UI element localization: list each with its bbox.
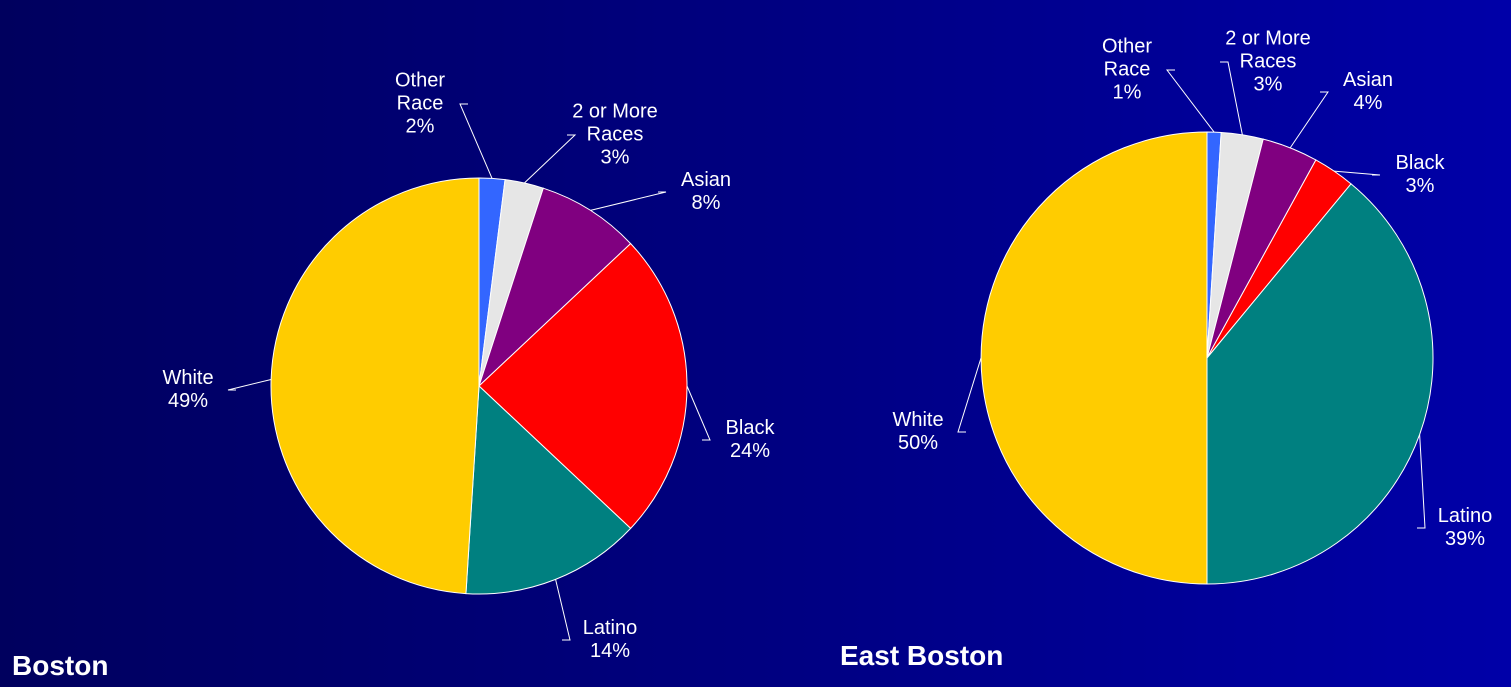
leader-line (227, 378, 272, 391)
leader-line (957, 357, 982, 433)
leader-line (524, 134, 577, 184)
leader-line (555, 579, 571, 641)
value-label: 3% (1405, 175, 1435, 197)
data-label: Other Race 2% (372, 70, 468, 139)
value-label: 14% (589, 640, 631, 662)
leader-line (1220, 61, 1243, 135)
leader-line (590, 191, 667, 211)
data-label: Black 24% (726, 417, 775, 463)
value-label: 24% (729, 440, 771, 462)
value-label: 1% (1112, 81, 1142, 104)
chart-title: Boston (12, 650, 109, 681)
leader-line (1289, 91, 1329, 149)
value-label: 3% (1253, 73, 1283, 96)
value-label: 39% (1444, 528, 1486, 550)
data-label: Asian 8% (681, 169, 731, 215)
category-label: 2 or More Races (1225, 27, 1311, 73)
value-label: 8% (691, 192, 721, 214)
leader-line (1333, 170, 1381, 176)
value-label: 50% (897, 432, 939, 454)
data-label: 2 or More Races 3% (1220, 28, 1316, 97)
category-label: Black (1395, 152, 1445, 174)
category-label: White (892, 409, 944, 431)
leader-line (1417, 434, 1426, 529)
category-label: Other Race (1101, 35, 1153, 81)
value-label: 2% (405, 115, 435, 138)
data-label: Black 3% (1396, 152, 1445, 198)
category-label: White (162, 367, 214, 389)
value-label: 49% (167, 390, 209, 412)
category-label: Black (725, 417, 775, 439)
pie-slice (270, 177, 480, 595)
category-label: 2 or More Races (572, 100, 658, 146)
pie-slice (980, 131, 1208, 585)
pie-slice (478, 187, 632, 387)
pie-slice (1206, 183, 1434, 585)
leader-line (686, 385, 711, 441)
value-label: 3% (600, 146, 630, 169)
category-label: Asian (1342, 69, 1394, 91)
category-label: Asian (680, 169, 732, 191)
data-label: Latino 14% (583, 617, 638, 663)
data-label: Asian 4% (1343, 69, 1393, 115)
data-label: White 50% (892, 409, 943, 455)
chart-title: East Boston (840, 640, 1004, 671)
data-label: 2 or More Races 3% (567, 101, 663, 170)
data-label: White 49% (162, 367, 213, 413)
leader-line (1165, 69, 1215, 133)
leader-line (459, 103, 493, 179)
value-label: 4% (1353, 92, 1383, 114)
pie-slice (478, 242, 688, 530)
category-label: Latino (582, 617, 638, 639)
data-label: Latino 39% (1438, 505, 1493, 551)
category-label: Other Race (394, 69, 446, 115)
data-label: Other Race 1% (1079, 36, 1175, 105)
category-label: Latino (1437, 505, 1493, 527)
